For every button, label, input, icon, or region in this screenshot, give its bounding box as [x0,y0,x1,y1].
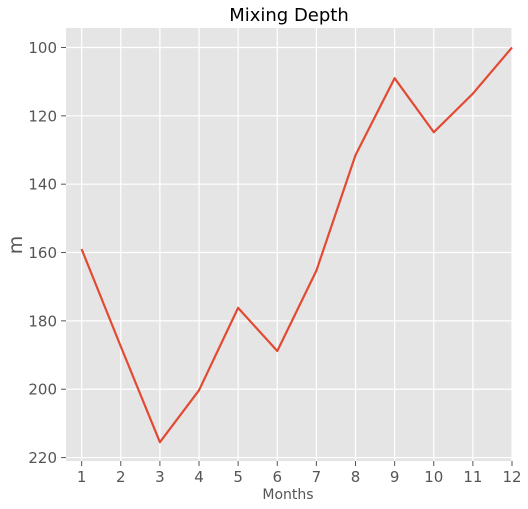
plot-area [66,28,512,461]
x-tick-label: 10 [424,468,443,486]
x-tick-label: 6 [272,468,282,486]
x-tick-label: 5 [233,468,243,486]
series [80,46,513,444]
y-tick-label: 140 [28,176,57,194]
x-tick-label: 1 [77,468,87,486]
x-tick-label: 4 [194,468,204,486]
y-tick-label: 120 [28,107,57,125]
x-tick-label: 8 [351,468,361,486]
y-ticks: 100 120 140 160 180 200 220 [28,39,66,467]
y-axis-label: m [5,236,27,255]
x-ticks: 1 2 3 4 5 6 7 8 9 10 11 12 [77,461,522,486]
x-tick-label: 12 [502,468,521,486]
grid [66,28,513,461]
x-tick-label: 7 [312,468,322,486]
y-tick-label: 160 [28,244,57,262]
y-tick-label: 220 [28,449,57,467]
x-tick-label: 9 [390,468,400,486]
y-tick-label: 200 [28,381,57,399]
x-tick-label: 11 [463,468,482,486]
chart-title: Mixing Depth [229,5,349,26]
x-axis-label: Months [262,487,313,503]
x-tick-label: 3 [155,468,165,486]
y-tick-label: 180 [28,312,57,330]
series-line [80,46,513,444]
x-tick-label: 2 [116,468,126,486]
y-tick-label: 100 [28,39,57,57]
